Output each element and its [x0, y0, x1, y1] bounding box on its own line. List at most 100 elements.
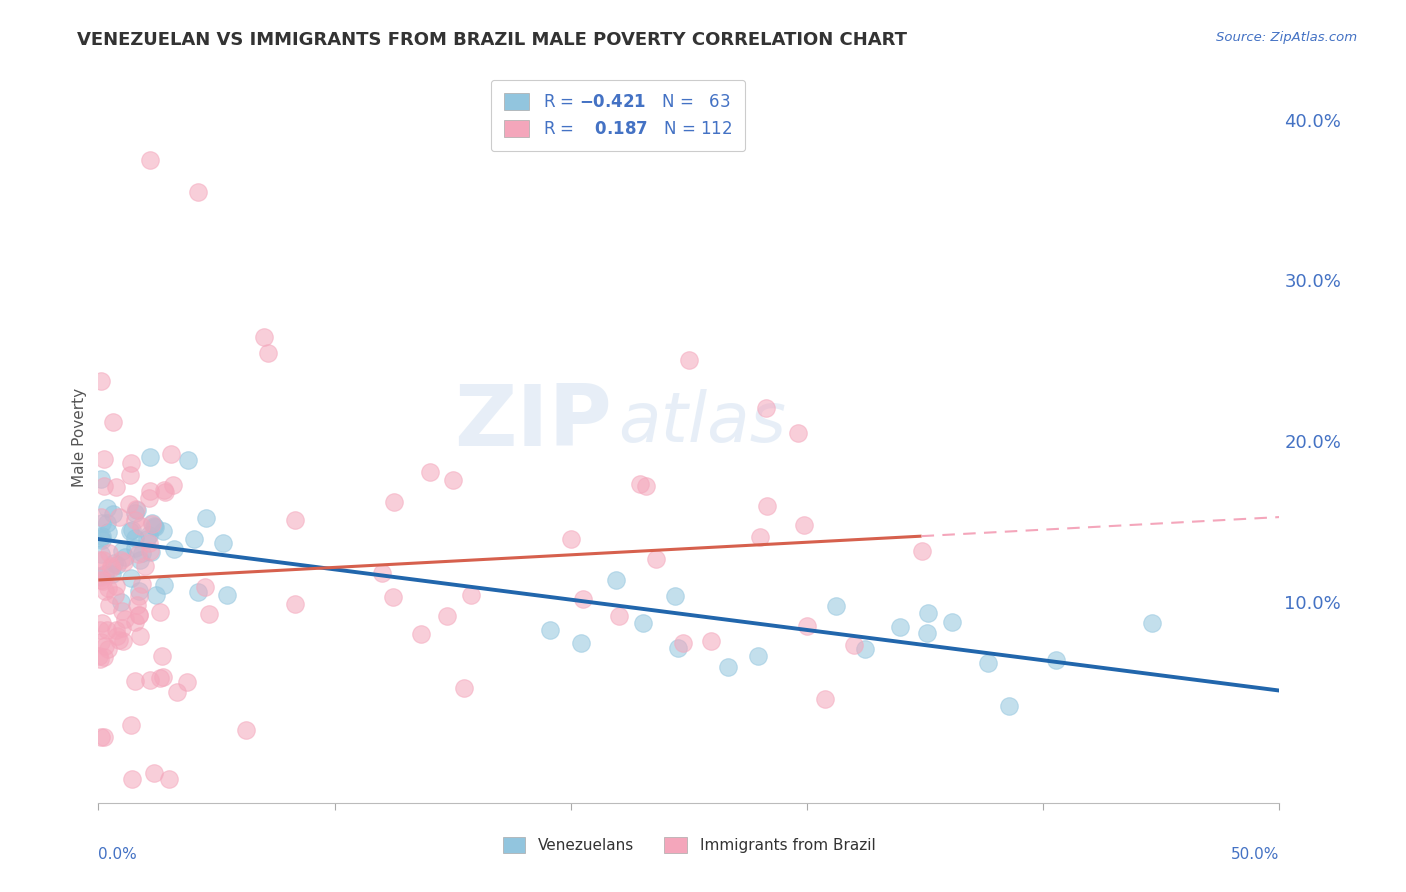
Legend: Venezuelans, Immigrants from Brazil: Venezuelans, Immigrants from Brazil	[495, 830, 883, 861]
Point	[142, 518, 165, 533]
Point	[124, 506, 146, 520]
Point	[104, 480, 127, 494]
Point	[93, 650, 115, 665]
Point	[90, 616, 112, 631]
Point	[124, 674, 146, 689]
Point	[793, 517, 815, 532]
Point	[636, 479, 658, 493]
Point	[915, 626, 938, 640]
Point	[94, 583, 117, 598]
Point	[149, 671, 172, 685]
Point	[110, 544, 132, 558]
Point	[1045, 653, 1067, 667]
Point	[135, 532, 157, 546]
Point	[90, 472, 112, 486]
Point	[101, 507, 124, 521]
Point	[105, 629, 128, 643]
Point	[125, 598, 148, 612]
Point	[666, 641, 689, 656]
Point	[212, 535, 235, 549]
Point	[93, 479, 115, 493]
Point	[131, 519, 153, 533]
Point	[672, 636, 695, 650]
Point	[460, 589, 482, 603]
Point	[91, 529, 114, 543]
Point	[382, 495, 405, 509]
Point	[124, 541, 146, 555]
Point	[131, 546, 153, 560]
Point	[105, 579, 128, 593]
Point	[121, 772, 143, 786]
Point	[107, 558, 129, 573]
Point	[124, 615, 146, 629]
Point	[419, 465, 441, 479]
Point	[96, 516, 118, 531]
Point	[114, 550, 136, 565]
Point	[90, 570, 112, 584]
Point	[141, 544, 163, 558]
Point	[89, 552, 111, 566]
Point	[98, 546, 121, 560]
Point	[142, 766, 165, 780]
Point	[141, 516, 163, 530]
Point	[141, 516, 163, 531]
Text: ZIP: ZIP	[454, 381, 612, 464]
Point	[120, 524, 142, 539]
Point	[111, 621, 134, 635]
Point	[89, 651, 111, 665]
Point	[93, 731, 115, 745]
Point	[90, 374, 112, 388]
Point	[128, 607, 150, 622]
Point	[97, 525, 120, 540]
Point	[853, 641, 876, 656]
Point	[755, 401, 778, 415]
Point	[747, 649, 769, 664]
Point	[96, 501, 118, 516]
Point	[157, 772, 180, 786]
Point	[910, 544, 932, 558]
Text: Source: ZipAtlas.com: Source: ZipAtlas.com	[1216, 31, 1357, 45]
Point	[97, 599, 120, 613]
Point	[139, 544, 162, 558]
Point	[128, 607, 150, 622]
Point	[103, 415, 125, 429]
Point	[824, 599, 846, 613]
Point	[96, 623, 118, 637]
Point	[664, 589, 686, 603]
Point	[134, 559, 156, 574]
Point	[124, 531, 146, 545]
Point	[143, 520, 166, 534]
Point	[371, 566, 394, 580]
Point	[717, 660, 740, 674]
Point	[153, 485, 176, 500]
Point	[814, 691, 837, 706]
Point	[150, 648, 173, 663]
Y-axis label: Male Poverty: Male Poverty	[72, 387, 87, 487]
Point	[198, 607, 221, 622]
Point	[101, 566, 124, 581]
Point	[112, 633, 135, 648]
Text: 0.0%: 0.0%	[98, 847, 138, 862]
Point	[127, 503, 149, 517]
Point	[162, 477, 184, 491]
Point	[100, 561, 122, 575]
Point	[844, 638, 866, 652]
Point	[117, 497, 139, 511]
Point	[560, 533, 582, 547]
Point	[441, 473, 464, 487]
Point	[90, 509, 112, 524]
Point	[166, 685, 188, 699]
Text: VENEZUELAN VS IMMIGRANTS FROM BRAZIL MALE POVERTY CORRELATION CHART: VENEZUELAN VS IMMIGRANTS FROM BRAZIL MAL…	[77, 31, 907, 49]
Point	[453, 681, 475, 695]
Point	[91, 516, 114, 530]
Point	[91, 533, 114, 547]
Point	[786, 425, 808, 440]
Point	[163, 542, 186, 557]
Point	[572, 591, 595, 606]
Point	[187, 585, 209, 599]
Text: 50.0%: 50.0%	[1232, 847, 1279, 862]
Point	[97, 642, 120, 657]
Point	[124, 501, 146, 516]
Point	[160, 447, 183, 461]
Point	[628, 476, 651, 491]
